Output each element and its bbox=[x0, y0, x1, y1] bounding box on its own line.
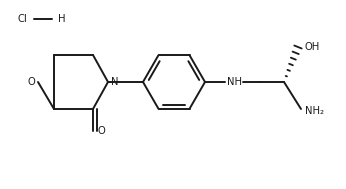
Text: N: N bbox=[111, 77, 119, 87]
Text: O: O bbox=[27, 77, 35, 87]
Text: Cl: Cl bbox=[17, 14, 27, 24]
Text: O: O bbox=[97, 126, 105, 136]
Text: OH: OH bbox=[304, 42, 320, 52]
Text: NH: NH bbox=[227, 77, 242, 87]
Text: H: H bbox=[58, 14, 66, 24]
Text: NH₂: NH₂ bbox=[306, 106, 325, 116]
